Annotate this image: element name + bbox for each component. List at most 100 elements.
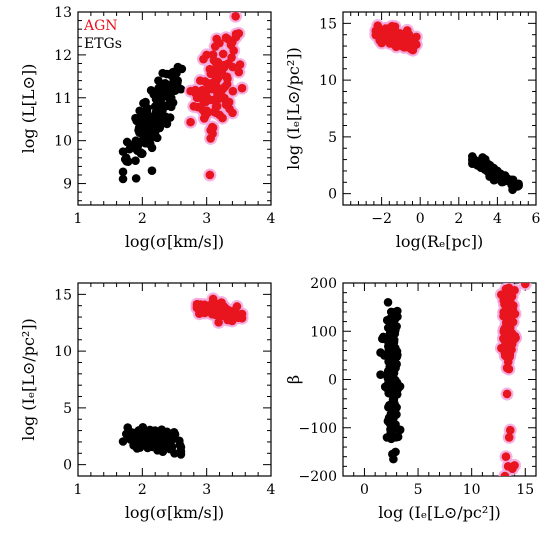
data-points: [376, 283, 532, 476]
agn-point: [237, 83, 247, 93]
etg-point: [389, 432, 399, 441]
agn-point: [375, 33, 384, 42]
etg-point: [135, 112, 145, 122]
etg-point: [503, 174, 513, 184]
y-tick-label: −100: [299, 421, 337, 437]
etg-point: [172, 79, 182, 88]
data-points: [369, 19, 523, 195]
etg-point: [118, 437, 128, 446]
etg-point: [389, 331, 398, 340]
etg-point: [390, 409, 399, 419]
agn-point: [191, 89, 201, 99]
x-tick-label: 1: [74, 482, 83, 498]
etg-point: [145, 139, 155, 149]
etg-point: [147, 127, 157, 137]
etg-point: [480, 165, 490, 174]
agn-point: [192, 303, 202, 313]
etg-point: [383, 298, 393, 307]
x-tick-label: 4: [267, 482, 276, 498]
x-tick-label: 2: [138, 211, 147, 227]
y-tick-label: 100: [310, 324, 337, 340]
etg-point: [388, 308, 397, 318]
agn-point: [204, 82, 213, 92]
agn-point: [510, 461, 519, 470]
agn-point: [385, 30, 395, 39]
agn-point: [207, 122, 217, 132]
agn-point: [203, 107, 213, 117]
agn-point: [503, 357, 513, 367]
etg-point: [160, 78, 170, 88]
agn-point: [232, 309, 241, 318]
y-axis-label: log (Iₑ[L⊙/pc²]): [19, 318, 38, 441]
x-axis-label: log (Iₑ[L⊙/pc²]): [378, 503, 501, 522]
etg-point: [162, 119, 172, 129]
etg-point: [131, 174, 141, 183]
y-tick-label: 15: [54, 287, 72, 303]
x-tick-label: 1: [74, 211, 83, 227]
agn-point: [510, 334, 519, 344]
etg-point: [133, 439, 142, 448]
etg-point: [120, 155, 130, 164]
x-axis-label: log(Rₑ[pc]): [396, 232, 483, 251]
etg-point: [146, 85, 156, 95]
x-tick-label: 15: [516, 482, 534, 498]
etg-point: [387, 421, 396, 431]
etg-point: [153, 116, 163, 125]
x-tick-label: 10: [463, 482, 481, 498]
agn-point: [504, 299, 514, 309]
agn-point: [212, 101, 222, 111]
agn-point: [210, 42, 220, 51]
etg-point: [136, 137, 145, 147]
agn-point: [387, 21, 397, 31]
y-tick-label: 10: [54, 134, 72, 150]
agn-point: [499, 307, 508, 317]
agn-point: [228, 86, 238, 96]
agn-point: [503, 339, 513, 349]
agn-point: [501, 452, 511, 462]
agn-point: [235, 60, 245, 69]
agn-point: [392, 33, 402, 43]
etg-point: [145, 114, 154, 123]
etg-point: [388, 449, 397, 459]
agn-point: [500, 471, 510, 476]
etg-point: [389, 340, 398, 349]
plot-frame: [342, 11, 537, 206]
agn-point: [505, 349, 514, 359]
y-tick-label: 13: [54, 5, 72, 21]
etg-point: [138, 124, 147, 133]
agn-point: [212, 82, 221, 91]
agn-point: [214, 318, 223, 327]
etg-point: [149, 430, 159, 440]
etg-point: [388, 352, 397, 361]
etg-point: [376, 348, 385, 357]
y-tick-label: 5: [328, 130, 337, 146]
agn-point: [213, 307, 223, 317]
agn-point: [218, 49, 228, 59]
agn-point: [520, 283, 530, 289]
etg-point: [384, 402, 393, 412]
etg-point: [165, 113, 175, 122]
agn-point: [508, 317, 518, 327]
etg-point: [126, 431, 136, 440]
y-tick-label: 0: [63, 458, 72, 474]
x-tick-label: 0: [360, 482, 369, 498]
y-tick-label: 0: [328, 187, 337, 203]
etg-point: [155, 123, 165, 133]
etg-point: [154, 83, 164, 93]
y-tick-label: 15: [319, 16, 337, 32]
panel-beta-vs-surface-brightness: 0 5 10 15 −200 −100 0 100 200 log (Iₑ[L⊙/pc²]) β: [284, 276, 537, 522]
etg-point: [157, 103, 167, 113]
x-tick-label: 4: [493, 211, 502, 227]
agn-point: [226, 40, 236, 50]
panel-surface-brightness-vs-radius: −2 0 2 4 6 0 5 10 15 log(Rₑ[pc]) log (Iₑ[L⊙/pc²]): [284, 11, 541, 251]
x-tick-label: 3: [202, 211, 211, 227]
agn-point: [500, 323, 510, 333]
y-tick-label: −200: [299, 469, 337, 485]
y-axis-label: log (Iₑ[L⊙/pc²]): [284, 47, 303, 170]
y-tick-label: 0: [328, 373, 337, 389]
x-tick-label: −2: [371, 211, 392, 227]
etg-point: [122, 137, 132, 147]
etg-point: [169, 427, 179, 437]
